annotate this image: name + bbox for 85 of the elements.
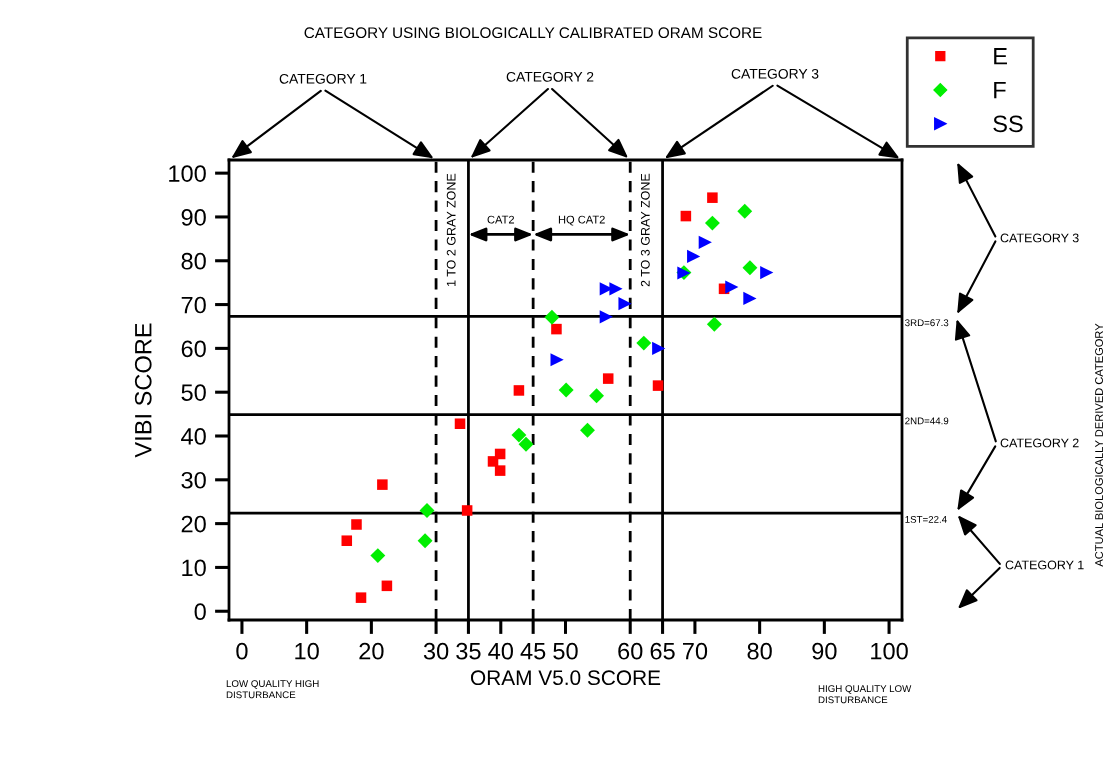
point [706,316,722,332]
ref-line-label: 2ND=44.9 [905,417,949,425]
point [355,592,367,603]
point [602,373,614,384]
x-tick-label: 90 [812,642,837,660]
point [377,479,388,490]
point [760,266,774,280]
point [454,418,466,429]
y-tick-label: 60 [181,340,206,358]
x-tick-label: 50 [553,642,578,660]
point [636,335,652,351]
y-tick-label: 90 [181,209,206,226]
ref-line-label: 3RD=67.3 [905,319,949,327]
point [513,385,525,396]
point [599,310,613,324]
chart-title: CATEGORY USING BIOLOGICALLY CALIBRATED ORAM SCORE [304,27,762,39]
point [461,505,473,516]
point [558,382,574,398]
x-tick-label: 100 [871,642,908,660]
point [742,260,758,276]
x-axis-title: ORAM V5.0 SCORE [470,670,661,686]
point [511,427,527,443]
point [743,291,757,306]
point [652,380,664,391]
y-tick-label: 100 [169,165,206,182]
text: LOW QUALITY HIGH DISTURBANCE [226,680,319,699]
text: CATEGORY 1 [279,73,367,84]
x-tick-label: 60 [618,642,643,660]
x-tick-label: 80 [747,642,772,660]
legend-label: F [994,81,1006,99]
legend-label: SS [993,115,1023,133]
text: CATEGORY 2 [506,71,594,82]
text: CATEGORY 3 [1000,233,1079,243]
x-tick-label: 30 [423,642,449,660]
y-tick-label: 0 [194,603,206,621]
y-tick-label: 30 [181,471,206,489]
point [698,235,712,249]
point [680,210,692,222]
point [550,353,564,367]
x-tick-label: 65 [650,642,675,660]
point [370,548,386,564]
text: CATEGORY 1 [1005,560,1084,570]
point [737,203,753,219]
point [704,215,720,231]
x-tick-label: 20 [359,642,384,660]
point [687,249,701,263]
x-tick-label: 35 [456,642,481,660]
point [417,533,433,549]
y-tick-label: 20 [181,515,206,533]
point [518,436,534,452]
x-tick-label: 10 [295,642,319,660]
point [589,388,605,404]
ref-line-label: 1ST=22.4 [905,515,947,523]
point [652,341,666,355]
point [580,422,595,438]
y-tick-label: 70 [181,296,206,314]
point [494,465,506,476]
annotation: HQ CAT2 [558,215,605,226]
x-tick-label: 40 [488,642,513,660]
x-tick-label: 45 [520,643,546,660]
annotation: 1 TO 2 GRAY ZONE [446,173,456,286]
y-tick-label: 40 [181,428,206,445]
text: CATEGORY 3 [731,68,819,79]
point [351,519,362,530]
annotation: 2 TO 3 GRAY ZONE [640,173,650,287]
y-axis-title: VIBI SCORE [134,323,152,458]
point [609,282,623,296]
point [341,535,353,546]
y-tick-label: 10 [182,559,206,577]
y-tick-label: 50 [181,384,206,401]
x-tick-label: 70 [683,642,708,660]
x-tick-label: 0 [236,642,248,660]
point [618,297,632,311]
text: CATEGORY 2 [1000,438,1079,448]
point [544,309,560,325]
annotation: CAT2 [487,215,515,224]
point [381,580,393,592]
point [707,192,718,203]
text: ACTUAL BIOLOGICALLY DERIVED CATEGORY [1095,323,1103,567]
text: HIGH QUALITY LOW DISTURBANCE [818,685,912,704]
point [725,280,739,294]
legend-label: E [994,48,1007,65]
point [551,323,562,335]
y-tick-label: 80 [181,252,206,270]
point [487,456,499,467]
